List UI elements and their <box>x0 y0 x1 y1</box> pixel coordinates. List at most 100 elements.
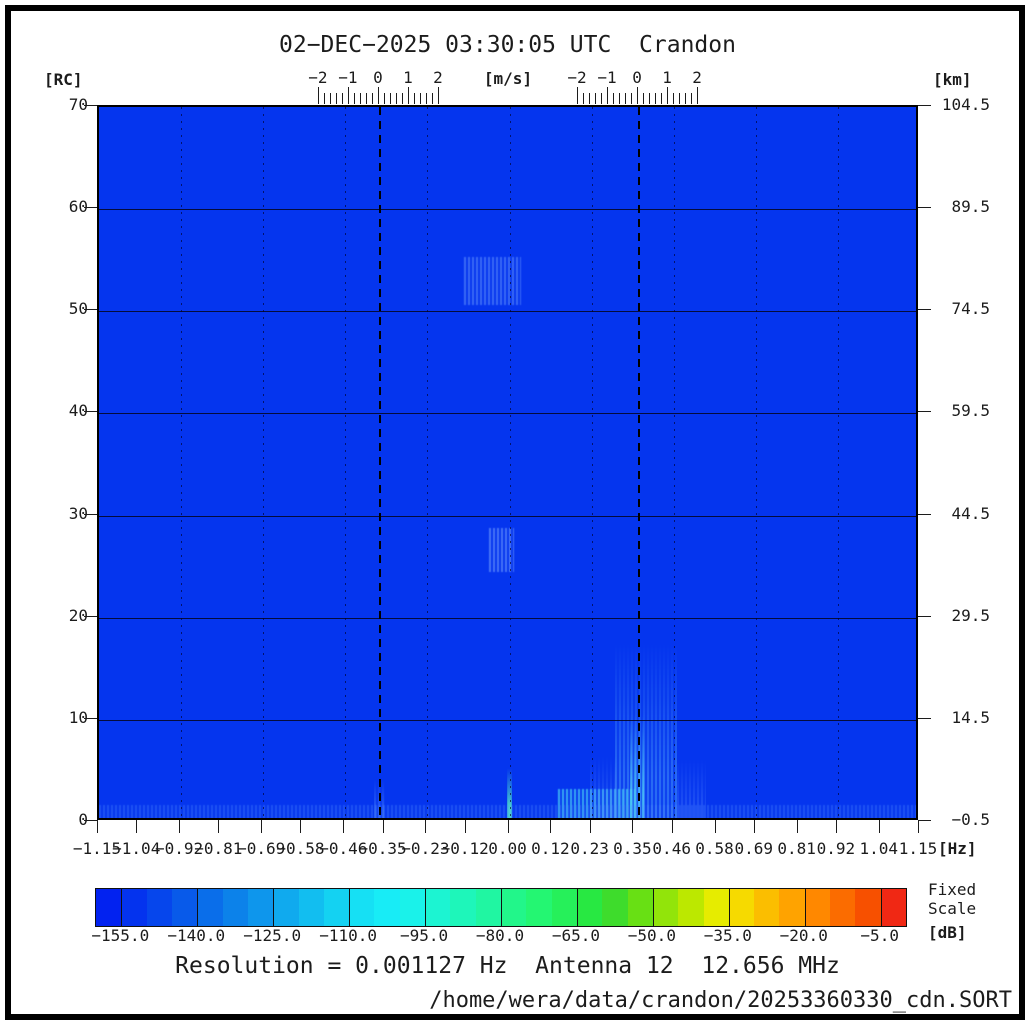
x-axis-tick-label: −0.46 <box>319 839 368 858</box>
x-axis-tick <box>507 820 509 833</box>
y-axis-tick-right <box>918 615 931 617</box>
velocity-ruler-tick <box>589 93 591 104</box>
colorbar-tick-label: −65.0 <box>551 926 601 945</box>
spectral-feature-dc-spike <box>506 767 513 818</box>
x-axis-tick-label: −0.58 <box>276 839 325 858</box>
colorbar-segment <box>576 889 603 926</box>
h-gridline <box>99 617 916 619</box>
y-axis-tick-right <box>918 309 931 311</box>
colorbar-segment <box>450 889 476 926</box>
x-axis-tick <box>753 820 755 833</box>
x-axis-tick <box>714 820 716 833</box>
y-axis-tick-label-right: −0.5 <box>951 810 990 829</box>
colorbar-tick-label: −35.0 <box>703 926 752 945</box>
colorbar-segment <box>399 889 426 926</box>
y-axis-tick-right <box>918 820 931 821</box>
velocity-ruler-tick <box>395 93 397 104</box>
velocity-ruler-label: 1 <box>403 68 413 87</box>
velocity-ruler-tick <box>389 93 391 104</box>
x-axis-tick <box>918 820 919 833</box>
y-axis-tick-label-left: 0 <box>78 810 88 829</box>
velocity-ruler-tick <box>347 87 349 104</box>
v-gridline-dotted <box>263 107 265 818</box>
colorbar-segment <box>551 889 577 926</box>
colorbar-divider <box>349 889 351 926</box>
velocity-ruler-tick <box>359 93 361 104</box>
colorbar-divider <box>880 889 882 926</box>
plot-title: 02−DEC−2025 03:30:05 UTC Crandon <box>279 32 736 58</box>
colorbar-tick-label: −140.0 <box>167 926 226 945</box>
colorbar-segment <box>602 889 628 926</box>
y-axis-tick-left <box>84 105 97 106</box>
colorbar-segment <box>501 889 527 926</box>
x-axis-tick <box>671 820 673 833</box>
colorbar <box>95 888 907 927</box>
velocity-ruler-tick <box>407 87 409 104</box>
velocity-ruler-tick <box>365 93 367 104</box>
x-axis-tick-label: −1.15 <box>72 839 122 858</box>
velocity-ruler-tick <box>595 93 597 104</box>
x-axis-tick-label: 0.35 <box>613 839 652 858</box>
colorbar-divider <box>501 889 502 926</box>
h-gridline <box>99 413 916 415</box>
x-axis-tick-label: −0.81 <box>194 839 243 858</box>
x-axis-tick <box>300 820 302 833</box>
spectral-feature-echo-patch-upper <box>464 257 521 306</box>
colorbar-segment <box>526 889 552 926</box>
x-axis-tick <box>878 820 880 833</box>
colorbar-segment <box>197 889 223 926</box>
x-axis-tick-label: −1.04 <box>112 839 161 858</box>
colorbar-segment <box>754 889 780 926</box>
spectral-feature-noise-floor-band <box>99 804 916 818</box>
spectral-feature-echo-patch-mid <box>488 527 515 572</box>
x-axis-tick <box>796 820 798 833</box>
velocity-ruler-tick <box>323 93 325 104</box>
velocity-ruler-label: −1 <box>597 68 617 87</box>
x-axis-tick <box>632 820 634 833</box>
y-axis-tick-label-right: 89.5 <box>951 197 990 217</box>
velocity-ruler-label: 0 <box>632 68 642 87</box>
colorbar-segment <box>171 889 198 926</box>
velocity-ruler-label: 2 <box>433 68 443 87</box>
velocity-ruler-tick <box>413 93 415 104</box>
x-axis-tick <box>835 820 837 833</box>
colorbar-segment <box>425 889 451 926</box>
h-gridline <box>99 311 916 313</box>
colorbar-segment <box>349 889 375 926</box>
velocity-ruler-tick <box>619 93 621 104</box>
colorbar-segment <box>121 889 147 926</box>
x-axis-tick <box>464 820 466 833</box>
velocity-ruler-tick <box>679 93 681 104</box>
velocity-ruler-label: 2 <box>692 68 702 87</box>
colorbar-tick-label: −50.0 <box>627 926 676 945</box>
y-axis-tick-label-right: 44.5 <box>951 503 990 523</box>
x-axis-tick <box>218 820 220 833</box>
x-axis-unit-label: [Hz] <box>938 839 977 858</box>
v-gridline-dotted <box>591 107 593 818</box>
x-axis-tick <box>97 820 98 833</box>
velocity-ruler-label: 1 <box>662 68 672 87</box>
colorbar-divider <box>425 889 427 926</box>
velocity-ruler-label: −2 <box>308 68 328 87</box>
v-gridline-dotted <box>673 107 675 818</box>
y-axis-tick-left <box>84 411 97 413</box>
x-axis-tick <box>382 820 384 833</box>
colorbar-segment <box>146 889 172 926</box>
y-axis-tick-right <box>918 411 931 413</box>
h-gridline <box>99 515 916 517</box>
v-gridline-dotted <box>837 107 839 818</box>
x-axis-tick <box>550 820 552 833</box>
v-gridline-dotted <box>345 107 347 818</box>
x-axis-tick-label: 0.12 <box>531 839 570 858</box>
right-axis-unit-label: [km] <box>933 70 972 89</box>
y-axis-tick-right <box>918 717 931 719</box>
velocity-ruler-tick <box>419 93 421 104</box>
colorbar-tick-label: −125.0 <box>243 926 302 945</box>
colorbar-segment <box>222 889 248 926</box>
velocity-ruler-tick <box>577 87 579 104</box>
x-axis-tick-label: 0.58 <box>695 839 734 858</box>
y-axis-tick-label-right: 14.5 <box>951 707 990 727</box>
h-gridline <box>99 719 916 721</box>
v-gridline-dotted <box>427 107 429 818</box>
